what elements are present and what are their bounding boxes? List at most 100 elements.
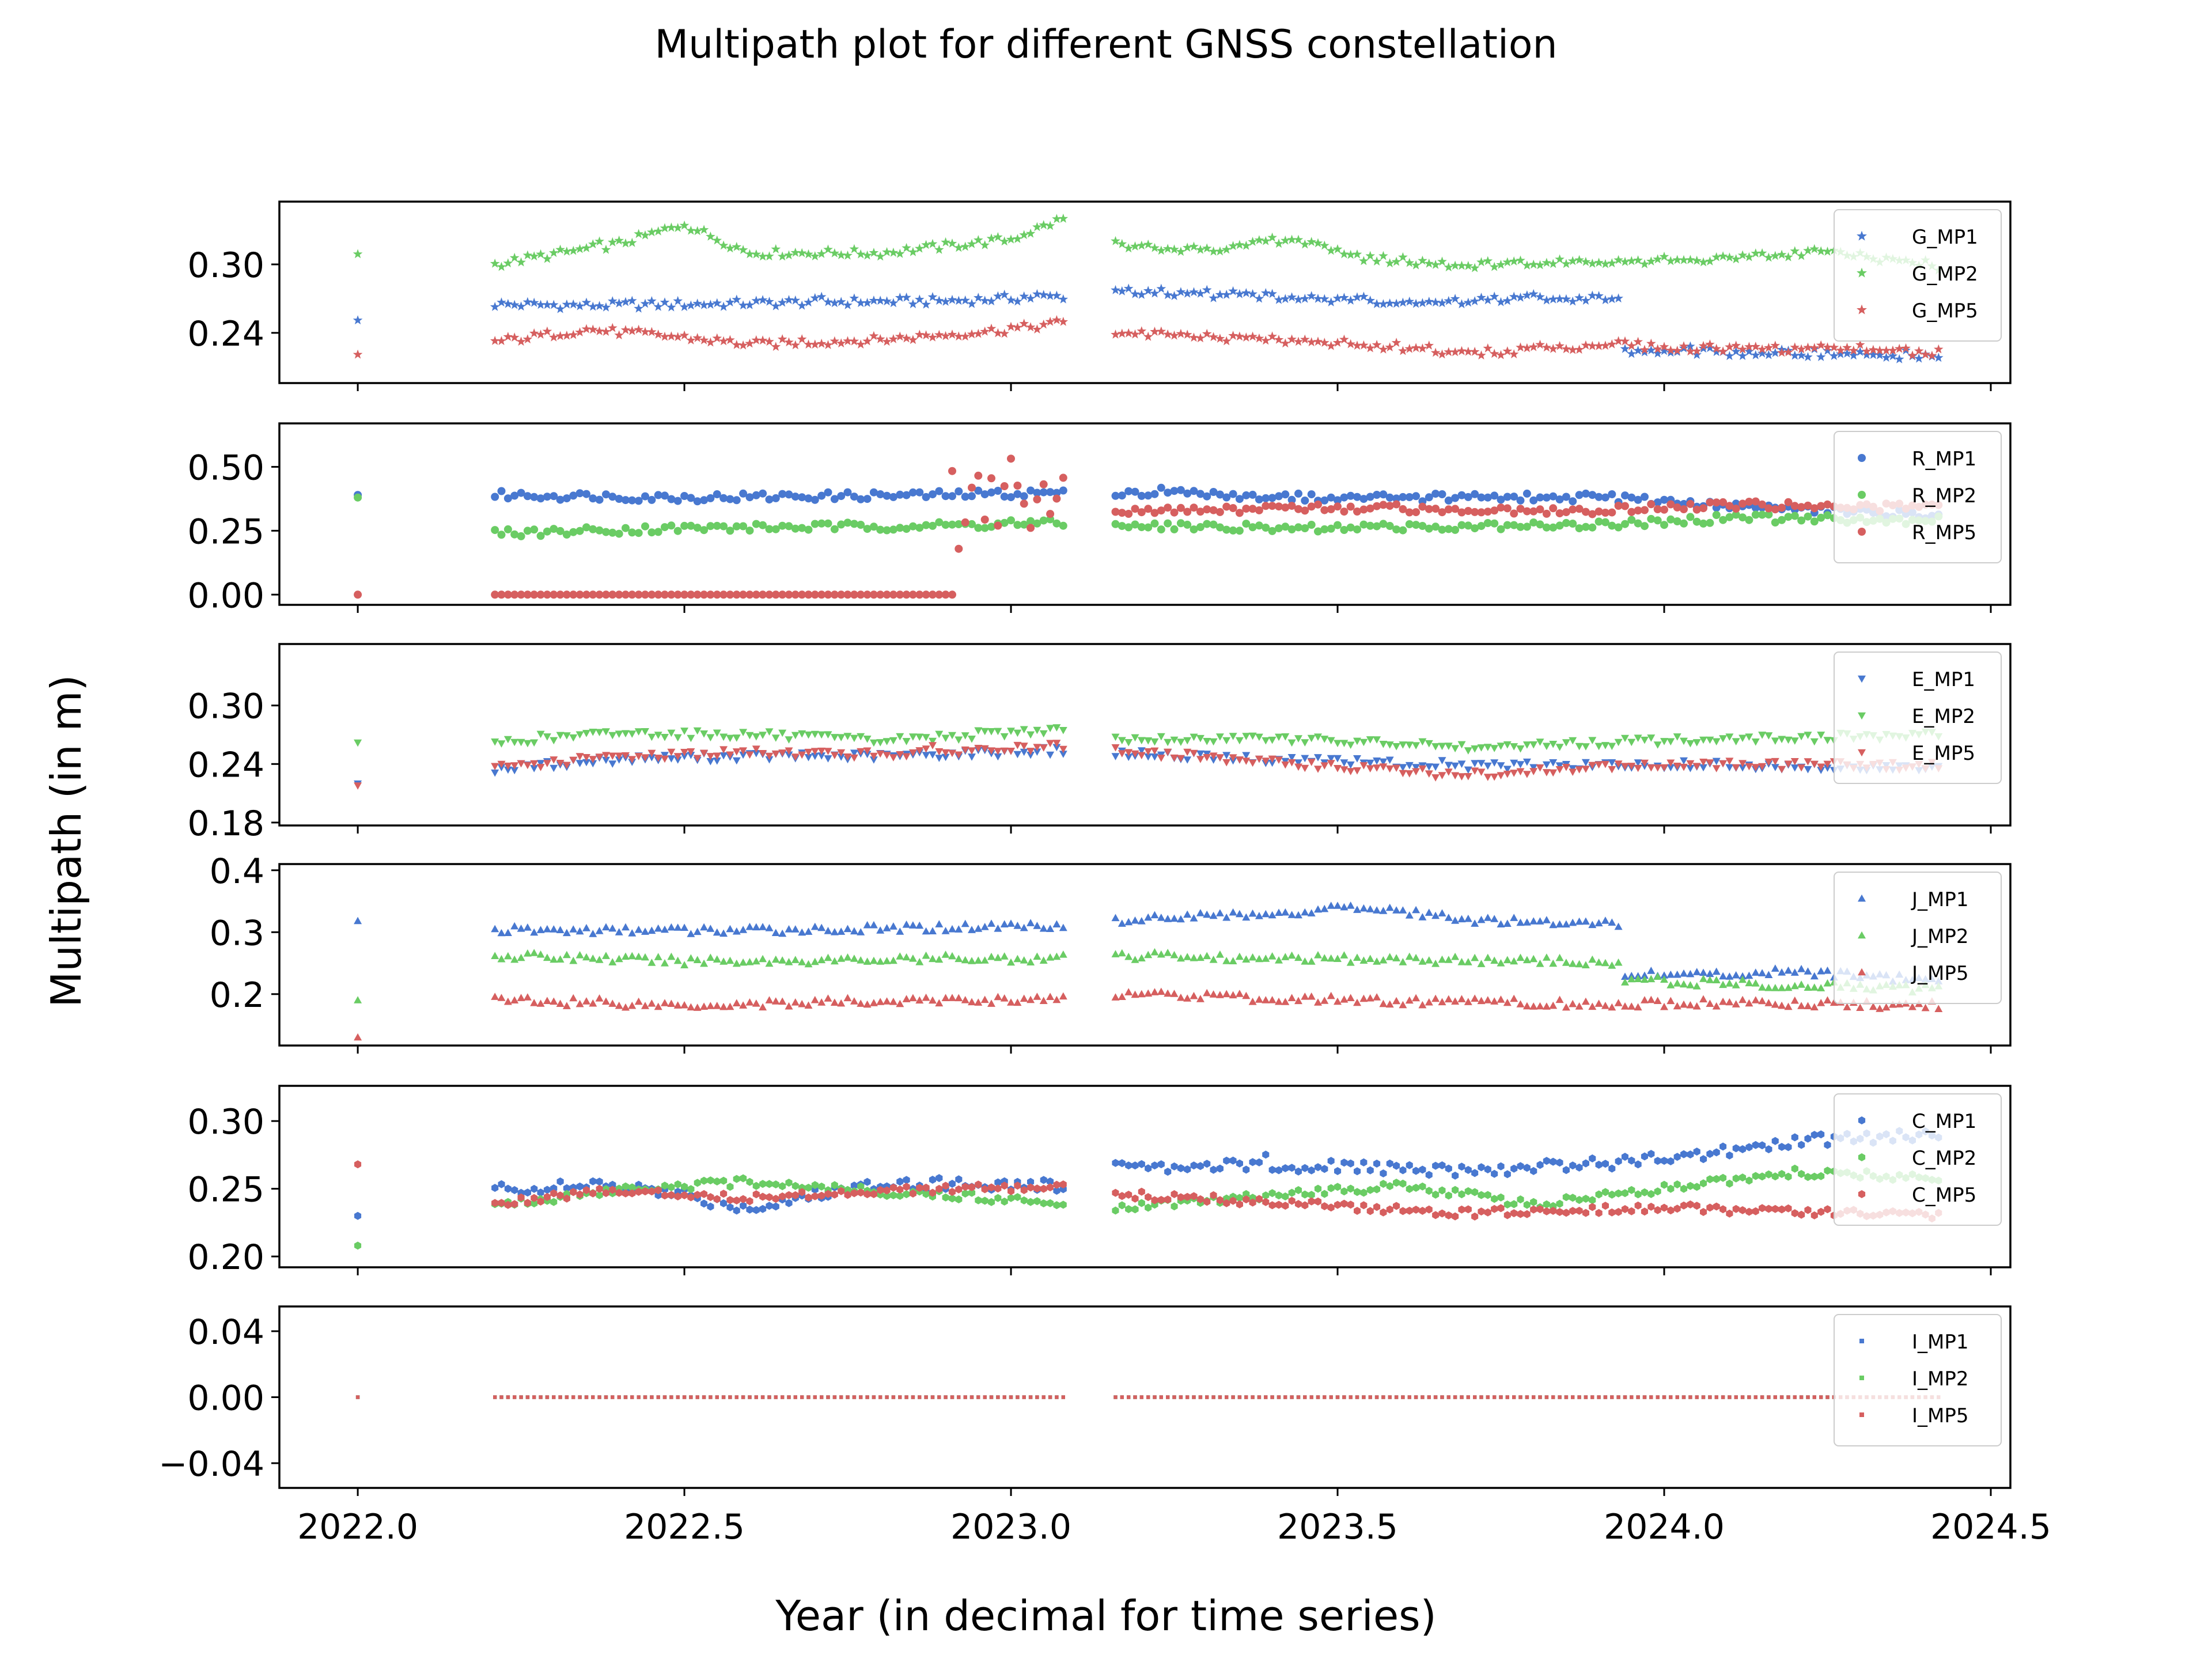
data-point: [581, 243, 592, 252]
series-e_mp5: [354, 740, 1943, 790]
data-point: [1209, 756, 1218, 764]
data-point: [1581, 296, 1591, 305]
data-point: [680, 752, 689, 760]
data-point: [739, 489, 748, 498]
data-point: [877, 1185, 884, 1194]
data-point: [1804, 512, 1812, 521]
data-point: [1242, 520, 1251, 528]
data-point: [1209, 990, 1218, 998]
data-point: [1744, 342, 1754, 351]
data-point: [1391, 256, 1402, 266]
data-point: [1804, 1173, 1812, 1181]
data-point: [516, 336, 526, 346]
data-point: [1614, 738, 1623, 747]
data-point: [681, 1183, 688, 1191]
data-point: [581, 297, 592, 307]
data-point: [1287, 292, 1297, 302]
data-point: [1223, 1156, 1230, 1165]
data-point: [882, 957, 891, 964]
data-point: [647, 749, 656, 757]
data-point: [1825, 1395, 1830, 1399]
legend-label: G_MP5: [1912, 300, 1978, 323]
data-point: [640, 298, 650, 308]
data-point: [1288, 1188, 1296, 1197]
data-point: [882, 336, 892, 346]
data-point: [1660, 975, 1668, 983]
data-point: [1581, 961, 1590, 968]
data-point: [1035, 1395, 1039, 1399]
data-point: [1254, 333, 1264, 343]
data-point: [765, 996, 774, 1003]
data-point: [1555, 254, 1565, 264]
data-point: [929, 590, 937, 599]
legend-marker: [1857, 230, 1867, 241]
data-point: [1673, 970, 1681, 978]
data-point: [732, 748, 741, 756]
data-point: [1243, 1195, 1250, 1204]
data-point: [1597, 1395, 1601, 1399]
data-point: [726, 590, 734, 599]
data-point: [1327, 1203, 1335, 1212]
data-point: [1405, 741, 1414, 749]
data-point: [941, 927, 950, 934]
data-point: [1320, 997, 1329, 1004]
y-tick-label: 0.50: [187, 448, 264, 488]
data-point: [908, 335, 918, 344]
data-point: [1575, 743, 1584, 751]
data-point: [1039, 730, 1048, 738]
data-point: [948, 1188, 956, 1196]
data-point: [1634, 519, 1642, 528]
data-point: [1680, 519, 1688, 528]
data-point: [1150, 753, 1159, 761]
data-point: [1713, 1175, 1720, 1183]
data-point: [1412, 764, 1421, 771]
data-point: [615, 756, 623, 764]
data-point: [660, 297, 670, 306]
data-point: [1453, 1395, 1457, 1399]
data-point: [1608, 1003, 1616, 1011]
data-point: [895, 331, 905, 341]
data-point: [857, 999, 865, 1007]
data-point: [1025, 293, 1036, 303]
data-point: [1111, 744, 1120, 752]
data-point: [1457, 491, 1466, 499]
data-point: [1164, 1195, 1172, 1204]
data-point: [713, 590, 721, 599]
data-point: [1307, 734, 1316, 743]
data-point: [1692, 505, 1701, 514]
data-point: [1326, 297, 1336, 306]
data-point: [1535, 260, 1545, 270]
data-point: [1131, 750, 1139, 758]
data-point: [759, 732, 767, 739]
data-point: [797, 248, 807, 257]
data-point: [641, 522, 649, 531]
data-point: [584, 1395, 589, 1399]
data-point: [963, 1395, 967, 1399]
data-point: [497, 336, 506, 346]
data-point: [791, 590, 800, 599]
data-point: [1190, 954, 1198, 961]
data-point: [1145, 1164, 1152, 1173]
data-point: [693, 590, 702, 599]
data-point: [745, 958, 754, 965]
data-point: [536, 760, 545, 767]
data-point: [1817, 984, 1825, 991]
data-point: [1464, 914, 1472, 922]
data-point: [1502, 346, 1513, 355]
data-point: [1320, 904, 1329, 912]
data-point: [950, 1395, 955, 1399]
data-point: [1765, 1145, 1772, 1154]
data-point: [1653, 344, 1662, 354]
y-axis-label: Multipath (in m): [42, 675, 90, 1007]
data-point: [1425, 770, 1433, 778]
data-point: [987, 474, 995, 483]
data-point: [1444, 496, 1453, 505]
data-point: [543, 590, 551, 599]
data-point: [1124, 523, 1133, 532]
data-point: [582, 730, 590, 737]
data-point: [987, 999, 995, 1007]
data-point: [1569, 1161, 1577, 1170]
data-point: [1589, 1154, 1596, 1162]
data-point: [1123, 283, 1134, 293]
data-point: [1229, 526, 1237, 535]
